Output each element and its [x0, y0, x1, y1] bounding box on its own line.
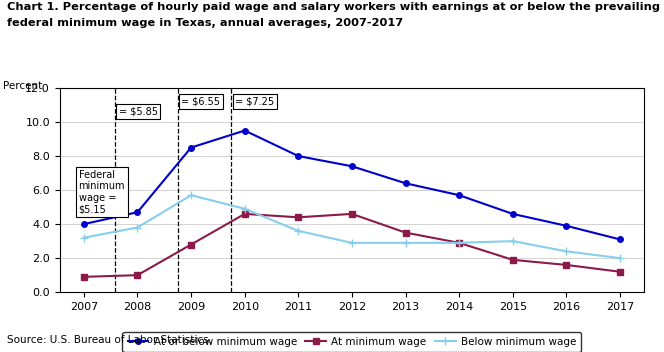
At minimum wage [241, 212, 249, 216]
At or below minimum wage [616, 237, 624, 241]
At minimum wage [455, 241, 463, 245]
At minimum wage [509, 258, 517, 262]
At or below minimum wage [187, 145, 195, 150]
Text: Percent: Percent [3, 81, 42, 91]
At minimum wage [80, 275, 88, 279]
At or below minimum wage [402, 181, 410, 186]
At minimum wage [402, 231, 410, 235]
At or below minimum wage [294, 154, 302, 158]
Text: Federal
minimum
wage =
$5.15: Federal minimum wage = $5.15 [78, 170, 125, 214]
Below minimum wage [455, 241, 463, 245]
Below minimum wage [133, 225, 141, 230]
At minimum wage [133, 273, 141, 277]
Below minimum wage [562, 249, 570, 253]
Below minimum wage [241, 207, 249, 211]
Text: = $7.25: = $7.25 [235, 96, 274, 107]
At minimum wage [562, 263, 570, 267]
Below minimum wage [616, 256, 624, 260]
At or below minimum wage [133, 210, 141, 214]
Below minimum wage [187, 193, 195, 197]
Below minimum wage [402, 241, 410, 245]
Text: Source: U.S. Bureau of Labor Statistics.: Source: U.S. Bureau of Labor Statistics. [7, 335, 212, 345]
Text: = $5.85: = $5.85 [119, 107, 158, 117]
At or below minimum wage [348, 164, 356, 168]
At or below minimum wage [562, 224, 570, 228]
At or below minimum wage [455, 193, 463, 197]
Below minimum wage [80, 235, 88, 240]
Text: = $6.55: = $6.55 [181, 96, 220, 107]
At or below minimum wage [509, 212, 517, 216]
Line: At or below minimum wage: At or below minimum wage [81, 128, 623, 242]
At or below minimum wage [241, 128, 249, 133]
Below minimum wage [348, 241, 356, 245]
Legend: At or below minimum wage, At minimum wage, Below minimum wage: At or below minimum wage, At minimum wag… [122, 332, 582, 352]
At minimum wage [348, 212, 356, 216]
Below minimum wage [294, 229, 302, 233]
At minimum wage [187, 243, 195, 247]
Text: Chart 1. Percentage of hourly paid wage and salary workers with earnings at or b: Chart 1. Percentage of hourly paid wage … [7, 2, 659, 12]
Below minimum wage [509, 239, 517, 243]
Text: federal minimum wage in Texas, annual averages, 2007-2017: federal minimum wage in Texas, annual av… [7, 18, 403, 28]
At minimum wage [294, 215, 302, 219]
At or below minimum wage [80, 222, 88, 226]
Line: Below minimum wage: Below minimum wage [80, 191, 624, 262]
At minimum wage [616, 270, 624, 274]
Line: At minimum wage: At minimum wage [81, 211, 623, 279]
